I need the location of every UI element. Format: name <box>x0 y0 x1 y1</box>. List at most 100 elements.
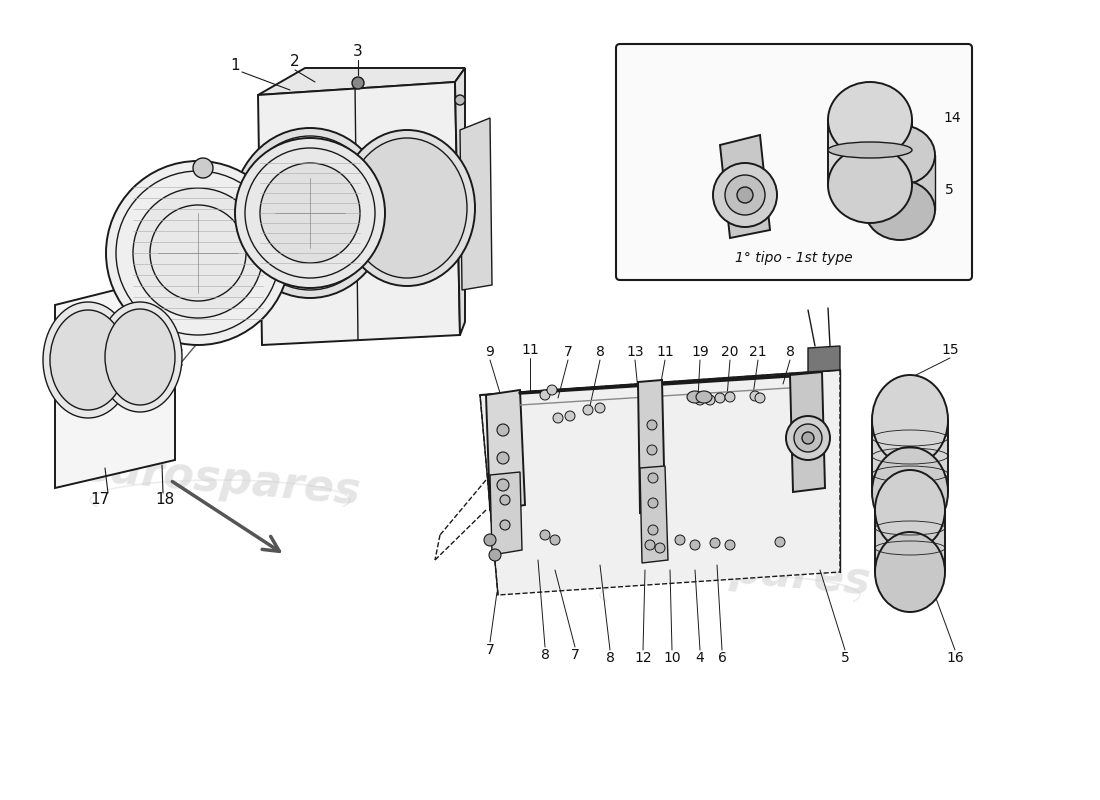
Circle shape <box>648 473 658 483</box>
Ellipse shape <box>688 391 703 403</box>
Ellipse shape <box>874 470 945 550</box>
Polygon shape <box>808 346 840 372</box>
Polygon shape <box>678 88 715 108</box>
Polygon shape <box>486 390 525 510</box>
Circle shape <box>553 413 563 423</box>
Text: 17: 17 <box>90 493 110 507</box>
Text: 2: 2 <box>290 54 300 70</box>
Text: 13: 13 <box>626 345 644 359</box>
Polygon shape <box>874 510 945 572</box>
Circle shape <box>794 424 822 452</box>
Circle shape <box>695 395 705 405</box>
Text: 9: 9 <box>485 345 494 359</box>
Text: eurospares: eurospares <box>78 446 362 514</box>
Circle shape <box>737 187 754 203</box>
Text: 6: 6 <box>717 651 726 665</box>
Ellipse shape <box>98 302 182 412</box>
Ellipse shape <box>828 82 912 158</box>
Circle shape <box>725 392 735 402</box>
Text: 7: 7 <box>485 643 494 657</box>
Circle shape <box>352 77 364 89</box>
Text: 1: 1 <box>230 58 240 73</box>
Circle shape <box>547 385 557 395</box>
Text: 14: 14 <box>943 111 960 125</box>
Circle shape <box>750 391 760 401</box>
Circle shape <box>540 390 550 400</box>
Circle shape <box>235 138 385 288</box>
Circle shape <box>106 161 290 345</box>
Polygon shape <box>258 82 460 345</box>
Circle shape <box>550 535 560 545</box>
Circle shape <box>705 395 715 405</box>
Text: 21: 21 <box>749 345 767 359</box>
Circle shape <box>645 540 654 550</box>
Text: 20: 20 <box>722 345 739 359</box>
Ellipse shape <box>232 128 388 298</box>
Polygon shape <box>790 372 825 492</box>
Ellipse shape <box>50 310 127 410</box>
Ellipse shape <box>346 138 468 278</box>
Circle shape <box>725 175 764 215</box>
Text: 19: 19 <box>691 345 708 359</box>
Text: 7: 7 <box>571 648 580 662</box>
Text: 18: 18 <box>155 493 175 507</box>
Polygon shape <box>490 472 522 555</box>
Polygon shape <box>55 275 175 488</box>
Text: eurospares: eurospares <box>588 536 872 604</box>
Polygon shape <box>258 68 465 95</box>
Circle shape <box>500 495 510 505</box>
Text: 1° tipo - 1st type: 1° tipo - 1st type <box>735 251 852 265</box>
Text: 7: 7 <box>563 345 572 359</box>
Polygon shape <box>720 135 770 238</box>
Polygon shape <box>455 68 465 335</box>
Circle shape <box>715 393 725 403</box>
Circle shape <box>565 411 575 421</box>
Polygon shape <box>480 370 840 595</box>
Circle shape <box>654 543 666 553</box>
Circle shape <box>648 525 658 535</box>
Text: 16: 16 <box>946 651 964 665</box>
Ellipse shape <box>874 532 945 612</box>
Circle shape <box>648 498 658 508</box>
Polygon shape <box>872 420 948 492</box>
Text: 3: 3 <box>353 45 363 59</box>
Circle shape <box>786 416 830 460</box>
Text: 11: 11 <box>521 343 539 357</box>
Text: 10: 10 <box>663 651 681 665</box>
Circle shape <box>713 163 777 227</box>
Text: 8: 8 <box>606 651 615 665</box>
Circle shape <box>133 188 263 318</box>
Circle shape <box>802 432 814 444</box>
Polygon shape <box>258 190 262 220</box>
Text: 4: 4 <box>695 651 704 665</box>
Text: 5: 5 <box>840 651 849 665</box>
Ellipse shape <box>828 147 912 223</box>
Circle shape <box>497 424 509 436</box>
Circle shape <box>260 163 360 263</box>
Circle shape <box>497 452 509 464</box>
Circle shape <box>497 479 509 491</box>
Circle shape <box>500 520 510 530</box>
Ellipse shape <box>828 142 912 158</box>
Text: 12: 12 <box>635 651 652 665</box>
Text: 8: 8 <box>595 345 604 359</box>
Ellipse shape <box>240 136 380 290</box>
Text: 11: 11 <box>656 345 674 359</box>
FancyBboxPatch shape <box>616 44 972 280</box>
Ellipse shape <box>43 302 133 418</box>
Circle shape <box>583 405 593 415</box>
Circle shape <box>455 95 465 105</box>
Text: 8: 8 <box>540 648 549 662</box>
Ellipse shape <box>696 391 712 403</box>
Ellipse shape <box>872 447 948 537</box>
Circle shape <box>595 403 605 413</box>
Polygon shape <box>865 155 935 210</box>
Circle shape <box>675 535 685 545</box>
Text: 15: 15 <box>942 343 959 357</box>
Circle shape <box>710 538 720 548</box>
Circle shape <box>484 534 496 546</box>
Circle shape <box>647 420 657 430</box>
Ellipse shape <box>104 309 175 405</box>
Circle shape <box>490 549 500 561</box>
Circle shape <box>776 537 785 547</box>
